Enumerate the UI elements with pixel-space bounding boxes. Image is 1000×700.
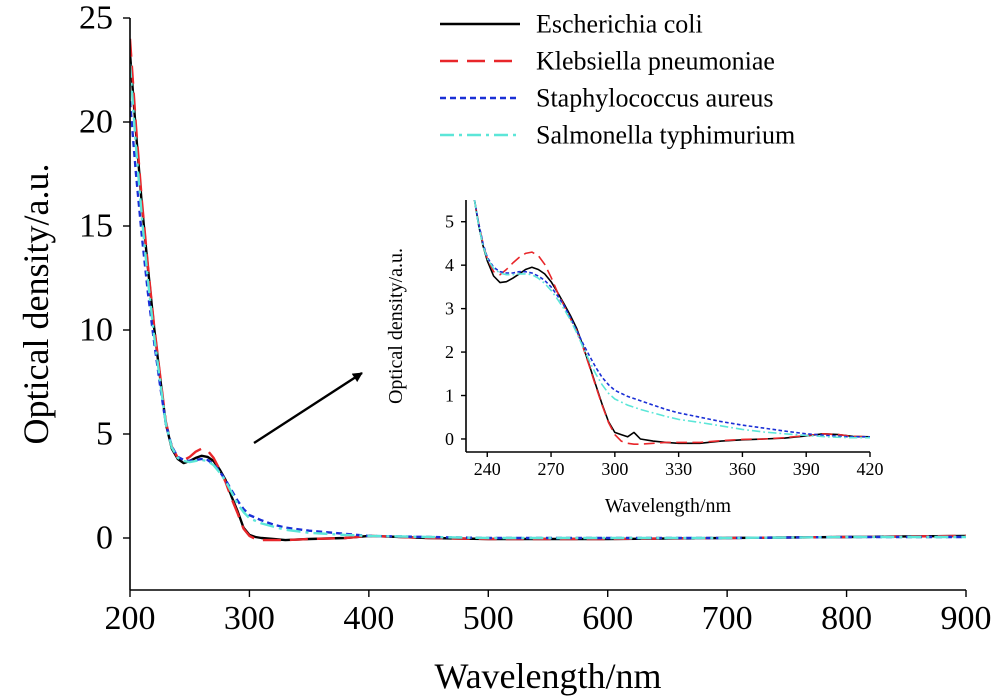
legend-label: Escherichia coli — [536, 10, 703, 39]
main-series-staphylococcus-aureus — [130, 101, 966, 540]
main-plot: 200 300 400 500 600 700 800 9000510152025Wavele… — [16, 0, 992, 696]
main-y-tick-label: 0 — [96, 520, 113, 557]
inset-x-tick-label: 300 — [601, 459, 628, 479]
inset-y-tick-label: 5 — [445, 212, 454, 232]
legend-label: Staphylococcus aureus — [536, 84, 774, 113]
main-y-tick-label: 15 — [79, 208, 113, 245]
inset-x-tick-label: 330 — [665, 459, 692, 479]
legend-label: Klebsiella pneumoniae — [536, 47, 775, 76]
main-x-tick-label: 800 — [821, 600, 872, 637]
legend: Escherichia coli Klebsiella pneumoniae Sta… — [440, 10, 795, 150]
inset-series-group — [473, 200, 870, 445]
inset-series-staphylococcus-aureus — [473, 200, 870, 438]
inset-y-tick-label: 4 — [445, 255, 454, 275]
inset-y-tick-label: 1 — [445, 386, 454, 406]
inset-x-tick-label: 270 — [538, 459, 565, 479]
main-y-axis-title: Optical density/a.u. — [16, 164, 56, 445]
main-y-tick-label: 10 — [79, 312, 113, 349]
main-x-tick-label: 600 — [582, 600, 633, 637]
inset-y-tick-label: 2 — [445, 342, 454, 362]
inset-x-tick-label: 240 — [474, 459, 501, 479]
inset-y-tick-label: 3 — [445, 299, 454, 319]
inset-y-axis-title: Optical density/a.u. — [385, 248, 407, 404]
main-x-tick-label: 500 — [463, 600, 514, 637]
main-series-salmonella-typhimurium — [130, 63, 966, 540]
main-x-tick-label: 300 — [224, 600, 275, 637]
inset-x-axis-title: Wavelength/nm — [605, 495, 732, 517]
inset-series-klebsiella-pneumoniae — [473, 200, 870, 445]
inset-series-escherichia-coli — [473, 200, 870, 445]
main-y-tick-label: 5 — [96, 416, 113, 453]
inset-plot: 240 270 300 330 360 390 420 0 1 2 3 4 5 Wavelength/nm… — [385, 200, 884, 517]
main-x-tick-label: 400 — [343, 600, 394, 637]
main-series-group — [130, 38, 966, 542]
main-x-axis-title: Wavelength/nm — [434, 656, 661, 696]
legend-item-klebsiella-pneumoniae: Klebsiella pneumoniae — [440, 47, 775, 76]
legend-label: Salmonella typhimurium — [536, 121, 795, 150]
zoom-arrow — [253, 371, 363, 445]
legend-item-staphylococcus-aureus: Staphylococcus aureus — [440, 84, 774, 113]
inset-series-salmonella-typhimurium — [473, 200, 870, 439]
inset-x-tick-label: 420 — [857, 459, 884, 479]
main-y-tick-label: 25 — [79, 0, 113, 37]
legend-item-salmonella-typhimurium: Salmonella typhimurium — [440, 121, 795, 150]
inset-x-tick-label: 390 — [793, 459, 820, 479]
main-x-tick-label: 200 — [105, 600, 156, 637]
inset-y-tick-label: 0 — [445, 429, 454, 449]
legend-item-escherichia-coli: Escherichia coli — [440, 10, 703, 39]
main-y-tick-label: 20 — [79, 104, 113, 141]
main-x-tick-label: 900 — [941, 600, 992, 637]
main-x-tick-label: 700 — [702, 600, 753, 637]
inset-x-tick-label: 360 — [729, 459, 756, 479]
